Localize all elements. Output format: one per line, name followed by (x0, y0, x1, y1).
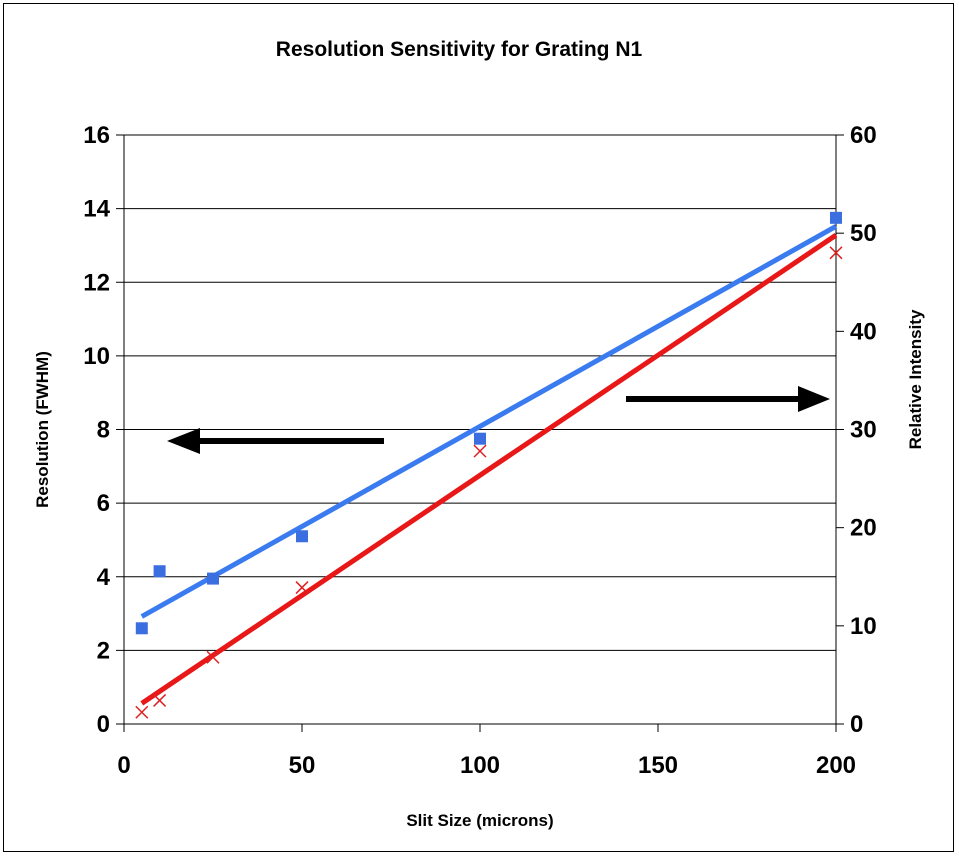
x-tick-label: 0 (117, 752, 130, 779)
data-point-resolution (135, 622, 148, 635)
x-tick-label: 100 (460, 752, 500, 779)
x-tick-label: 200 (816, 752, 856, 779)
x-tick-label: 50 (289, 752, 316, 779)
data-point-intensity (206, 650, 220, 664)
chart-frame: Resolution Sensitivity for Grating N1 Re… (3, 3, 954, 852)
x-tick-label: 150 (638, 752, 678, 779)
data-point-resolution (830, 211, 842, 224)
y-tick-label-left: 0 (97, 711, 110, 738)
arrow-left-head (167, 428, 200, 454)
y-tick-label-right: 40 (850, 318, 877, 345)
y-tick-label-right: 20 (850, 515, 877, 542)
chart-svg: Resolution Sensitivity for Grating N1 Re… (33, 38, 925, 830)
y-tick-label-left: 10 (83, 343, 110, 370)
arrow-right-head (798, 386, 830, 412)
data-point-intensity (135, 705, 149, 719)
y-tick-label-left: 4 (97, 564, 111, 591)
data-point-resolution (207, 572, 219, 585)
y-tick-label-left: 16 (83, 122, 110, 149)
y-tick-label-right: 10 (850, 613, 877, 640)
y-axis-title-right: Relative Intensity (906, 309, 925, 449)
y-tick-label-left: 14 (83, 196, 110, 223)
y-tick-label-right: 50 (850, 220, 877, 247)
x-axis-title: Slit Size (microns) (406, 811, 553, 830)
trendline-intensity (140, 233, 838, 706)
data-point-intensity (295, 581, 309, 595)
y-tick-label-left: 2 (97, 637, 110, 664)
data-point-intensity (153, 693, 167, 707)
trendline-resolution (140, 224, 838, 619)
y-tick-label-left: 12 (83, 269, 110, 296)
y-tick-label-right: 30 (850, 417, 877, 444)
y-tick-label-right: 60 (850, 122, 877, 149)
data-point-resolution (474, 432, 486, 445)
y-tick-label-right: 0 (850, 711, 863, 738)
data-point-intensity (473, 444, 487, 458)
plot-area: 0 2 4 6 8 10 12 14 16 0 10 20 30 40 50 60 0 50 100 150 200 (83, 122, 876, 779)
data-point-resolution (296, 530, 308, 543)
y-axis-title-left: Resolution (FWHM) (33, 351, 52, 508)
data-point-resolution (153, 565, 166, 578)
chart-title: Resolution Sensitivity for Grating N1 (276, 38, 643, 61)
data-point-intensity (829, 246, 843, 260)
y-tick-label-left: 6 (97, 490, 110, 517)
y-tick-label-left: 8 (97, 417, 110, 444)
